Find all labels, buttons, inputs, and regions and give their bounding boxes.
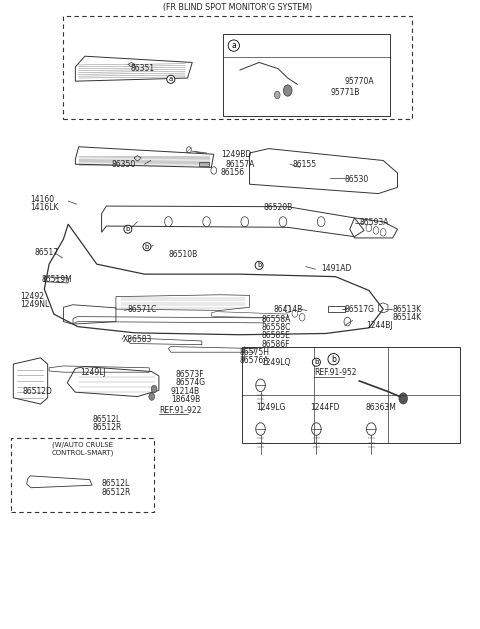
Text: 86573F: 86573F bbox=[176, 370, 204, 379]
Text: 86558C: 86558C bbox=[262, 323, 291, 332]
FancyBboxPatch shape bbox=[242, 347, 459, 443]
Text: 86519M: 86519M bbox=[42, 275, 72, 284]
Text: 86514K: 86514K bbox=[393, 313, 422, 322]
Circle shape bbox=[399, 392, 408, 404]
Text: b: b bbox=[257, 262, 261, 269]
Text: 86576A: 86576A bbox=[240, 357, 269, 365]
Text: b: b bbox=[145, 243, 149, 250]
Text: 86574G: 86574G bbox=[176, 377, 206, 387]
Text: 86571C: 86571C bbox=[128, 304, 157, 314]
Text: 12492: 12492 bbox=[21, 292, 45, 301]
Text: a: a bbox=[231, 41, 236, 50]
FancyBboxPatch shape bbox=[223, 35, 390, 116]
Text: 86512R: 86512R bbox=[92, 423, 121, 432]
Text: 1249LQ: 1249LQ bbox=[262, 358, 291, 367]
Text: 86351: 86351 bbox=[130, 64, 155, 73]
Text: 1249BD: 1249BD bbox=[221, 150, 251, 159]
Text: REF.91-952: REF.91-952 bbox=[314, 369, 357, 377]
Text: 86155: 86155 bbox=[292, 160, 317, 169]
Text: 1491AD: 1491AD bbox=[321, 264, 351, 273]
Text: 91214B: 91214B bbox=[171, 387, 200, 396]
Text: 86585E: 86585E bbox=[262, 331, 290, 340]
Circle shape bbox=[149, 392, 155, 400]
Text: 86575H: 86575H bbox=[240, 348, 270, 357]
Text: 86586F: 86586F bbox=[262, 340, 290, 348]
Text: 86512R: 86512R bbox=[102, 487, 131, 497]
Text: 86513K: 86513K bbox=[393, 304, 422, 314]
Text: 1249NL: 1249NL bbox=[21, 299, 50, 309]
Circle shape bbox=[283, 85, 292, 96]
Text: (W/AUTO CRULSE
CONTROL-SMART): (W/AUTO CRULSE CONTROL-SMART) bbox=[51, 442, 114, 456]
Text: X86583: X86583 bbox=[123, 335, 153, 343]
Text: 86414B: 86414B bbox=[274, 304, 303, 314]
Circle shape bbox=[275, 91, 280, 99]
Text: 86156: 86156 bbox=[221, 169, 245, 177]
Text: 1249LG: 1249LG bbox=[257, 403, 286, 412]
Text: 1244BJ: 1244BJ bbox=[366, 321, 393, 330]
Text: 86157A: 86157A bbox=[226, 160, 255, 169]
FancyBboxPatch shape bbox=[199, 162, 209, 166]
Text: 86558A: 86558A bbox=[262, 315, 291, 324]
Text: b: b bbox=[331, 355, 336, 364]
Text: 86517G: 86517G bbox=[345, 304, 375, 314]
Text: 86512L: 86512L bbox=[92, 415, 120, 424]
Text: 86512L: 86512L bbox=[102, 479, 130, 489]
Text: (FR BLIND SPOT MONITOR'G SYSTEM): (FR BLIND SPOT MONITOR'G SYSTEM) bbox=[163, 4, 312, 13]
Text: b: b bbox=[126, 226, 130, 232]
Text: b: b bbox=[314, 359, 319, 365]
Text: 14160: 14160 bbox=[30, 196, 54, 204]
Text: 1249LJ: 1249LJ bbox=[80, 369, 106, 377]
Text: 86510B: 86510B bbox=[168, 250, 198, 259]
Text: 86520B: 86520B bbox=[264, 203, 293, 213]
Circle shape bbox=[151, 386, 157, 392]
Text: 86530: 86530 bbox=[345, 175, 369, 184]
Text: REF.91-922: REF.91-922 bbox=[159, 406, 201, 415]
Text: 86363M: 86363M bbox=[365, 403, 396, 412]
Text: 86350: 86350 bbox=[111, 160, 135, 169]
Text: 1416LK: 1416LK bbox=[30, 203, 59, 213]
Text: 95770A: 95770A bbox=[345, 77, 374, 86]
Text: a: a bbox=[168, 76, 173, 82]
Text: 86593A: 86593A bbox=[360, 218, 389, 228]
Text: 86517: 86517 bbox=[35, 248, 59, 257]
Text: 86512D: 86512D bbox=[23, 387, 53, 396]
Text: 1244FD: 1244FD bbox=[311, 403, 340, 412]
Text: 95771B: 95771B bbox=[331, 88, 360, 97]
Text: 18649B: 18649B bbox=[171, 395, 200, 404]
